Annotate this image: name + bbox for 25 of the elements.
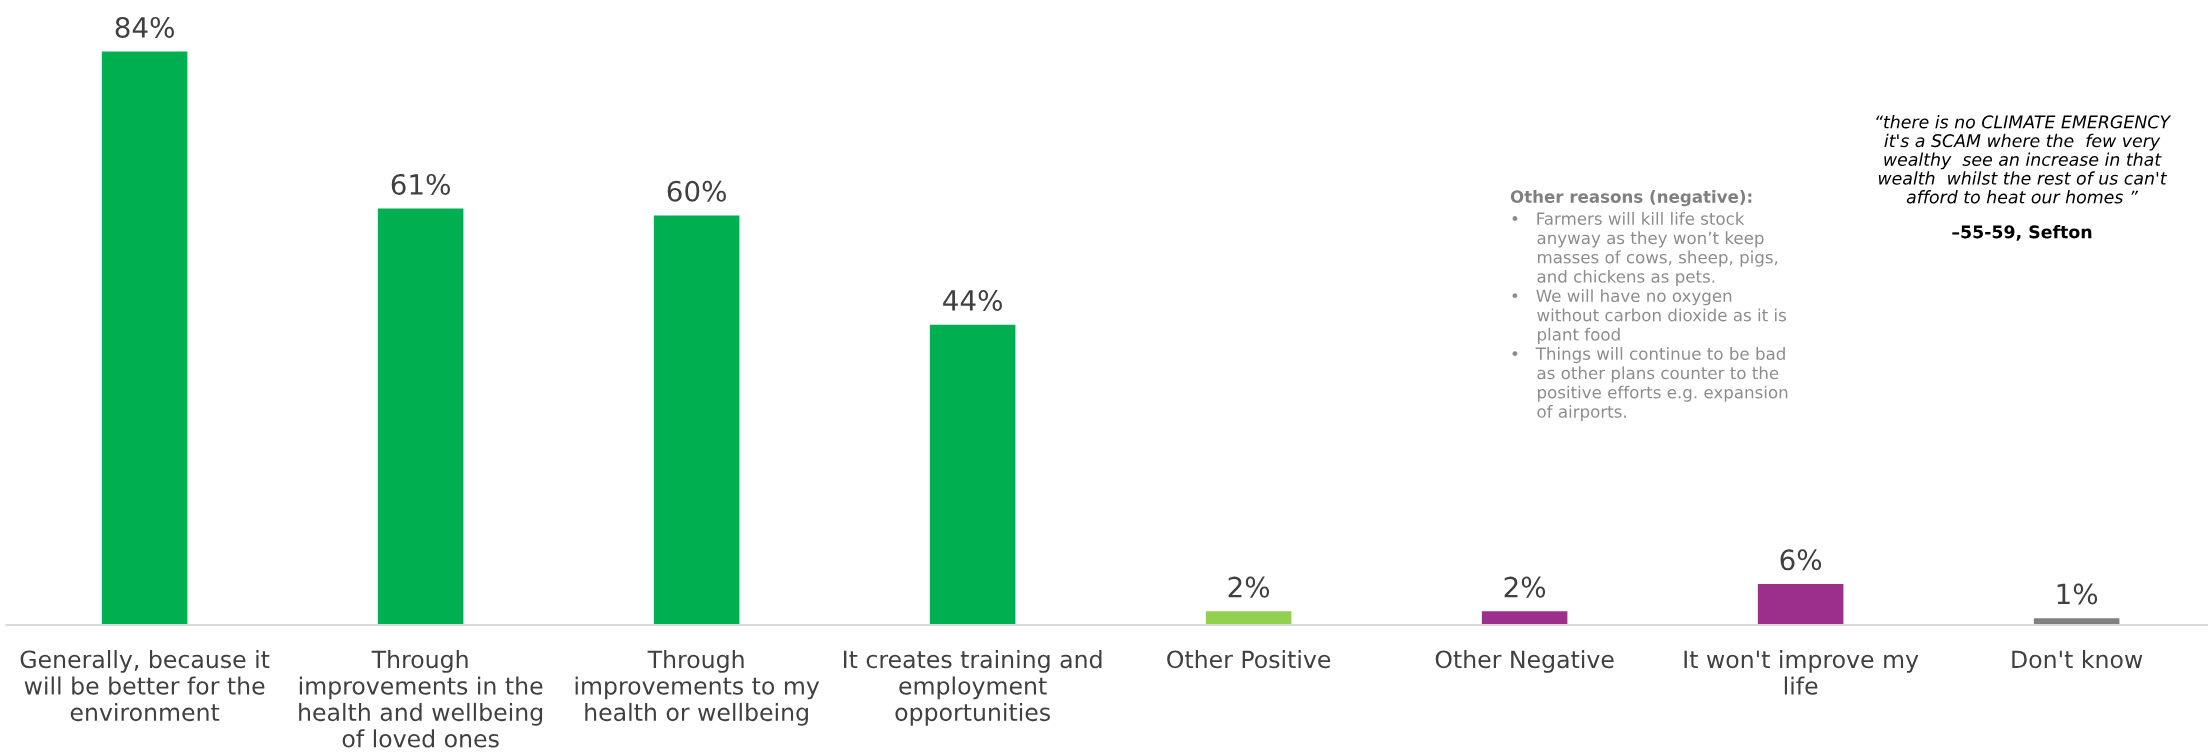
x-tick-label: Don't know [2012,650,2143,669]
data-label: 1% [2057,583,2098,605]
x-tick-label: Other Positive [1167,650,1331,669]
bar [377,208,464,625]
x-tick-label: Through improvements in the health and wellbeing of loved ones [299,650,543,748]
data-label: 61% [391,173,450,195]
data-label: 60% [667,180,726,202]
data-label: 84% [115,16,174,38]
bar [101,51,188,625]
x-tick-label: Other Negative [1435,650,1614,673]
bar [1757,584,1844,625]
bar [1205,611,1292,625]
bar [929,324,1016,625]
data-label: 2% [1228,576,1270,598]
bar [1481,611,1568,625]
data-label: 6% [1780,549,1822,571]
x-tick-label: It creates training and employment opportunities [844,650,1102,726]
x-tick-label: It won't improve my life [1684,650,1919,695]
x-tick-label: Generally, because it will be better for the environment [20,650,270,722]
bar [653,215,740,625]
data-label: 2% [1504,576,1546,598]
x-tick-label: Through improvements to my health or wellbeing [575,650,820,726]
data-label: 44% [943,289,1002,311]
text: Other reasons (negative): • Farmers will kill life stock anyway as they won’t keep masses of cows, sheep, pigs, and chickens as pets. • We will have no oxygen without carbon dioxide as it is plant food • Things will continue to be bad as other plans counter to the positive efforts e.g. expansion of airports. [1510,190,1788,422]
text: “there is no CLIMATE EMERGENCY it's a SCAM where the few very wealthy see an increase in that wealth whilst the rest of us can't afford to heat our homes ” –55-59, Sefton [1876,115,2172,241]
